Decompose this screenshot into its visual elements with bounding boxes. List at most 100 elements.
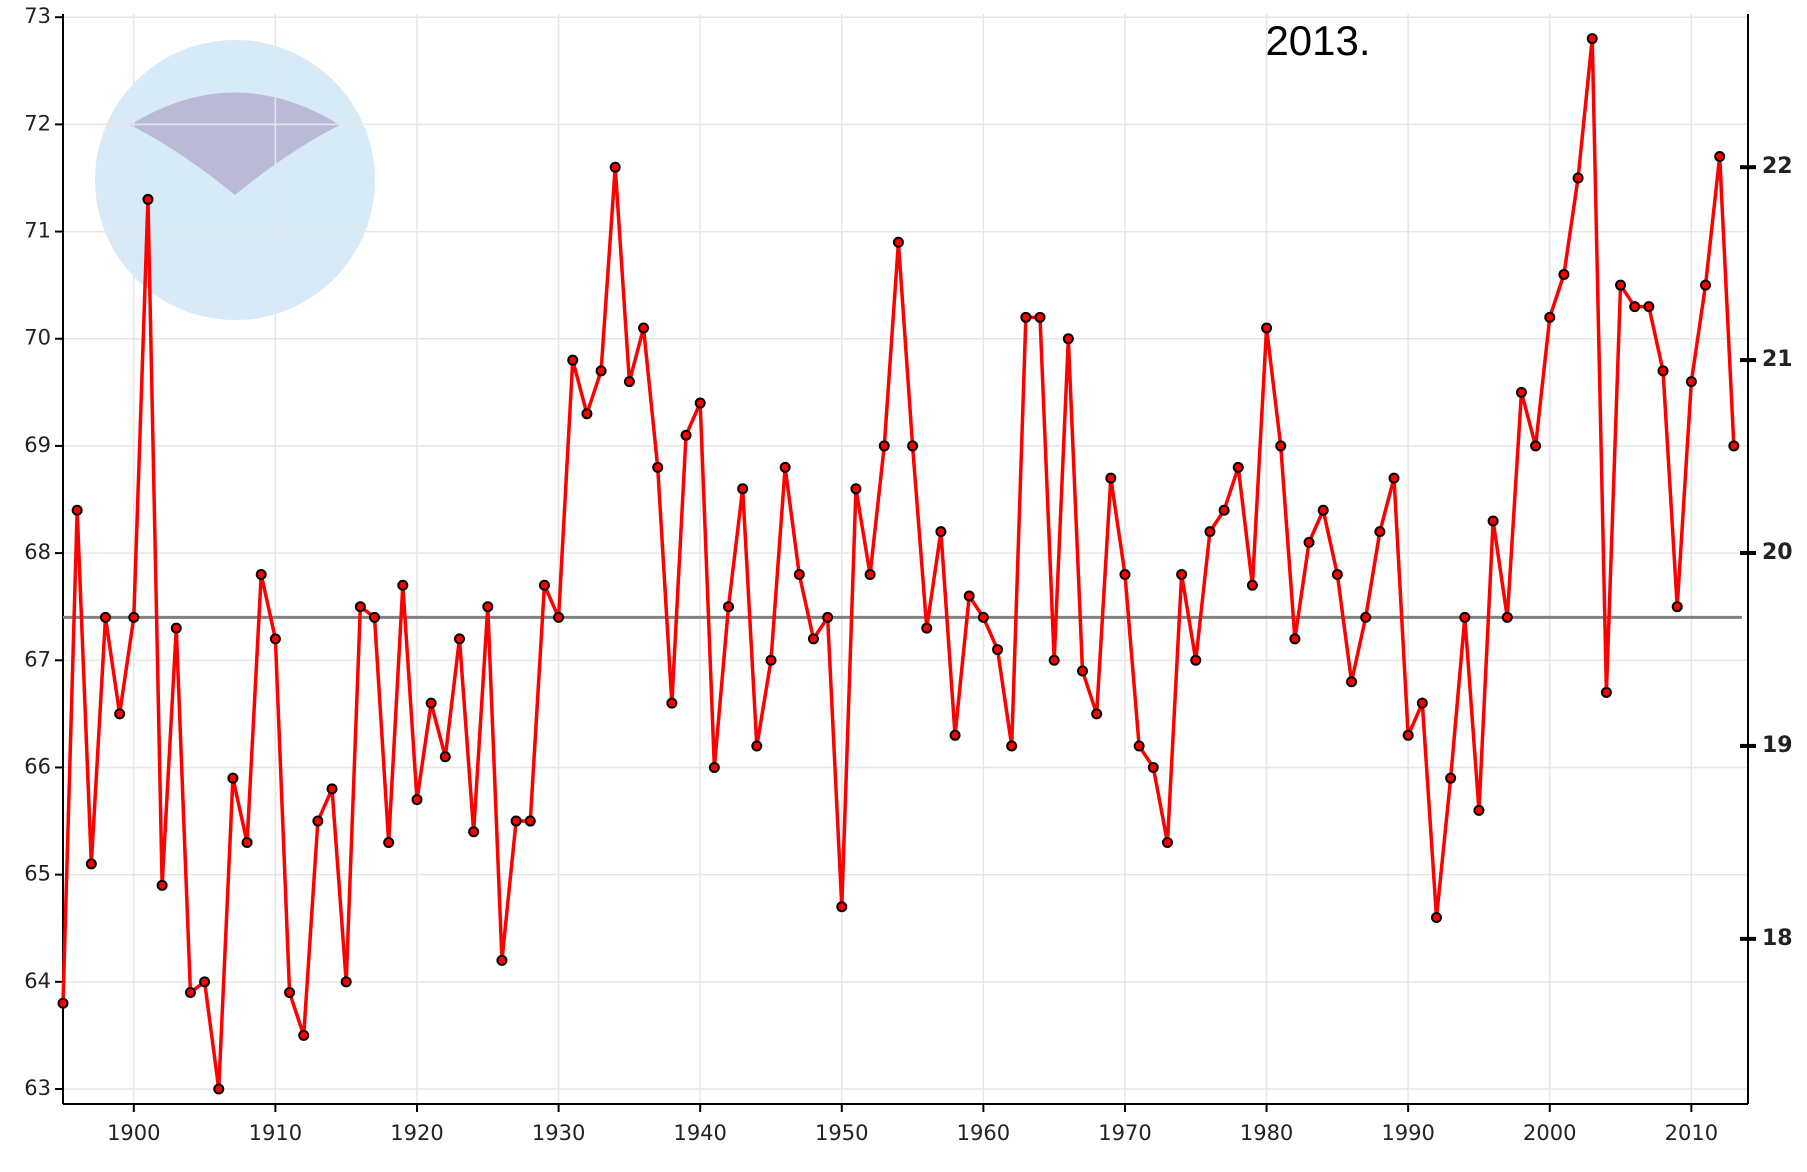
data-point: [567, 354, 579, 366]
data-point: [921, 622, 933, 634]
data-point: [510, 815, 522, 827]
data-point: [1473, 804, 1485, 816]
y-tick-label: 66: [24, 754, 51, 778]
data-point: [1232, 461, 1244, 473]
x-tick-label: 1960: [957, 1121, 1010, 1145]
data-point: [1275, 440, 1287, 452]
y-tick-label: 72: [24, 111, 51, 135]
y-tick-label: 69: [24, 433, 51, 457]
data-point: [1374, 526, 1386, 538]
data-point: [1586, 33, 1598, 45]
data-point: [581, 408, 593, 420]
data-point: [1388, 472, 1400, 484]
data-point: [1728, 440, 1740, 452]
x-tick-label: 2010: [1665, 1121, 1718, 1145]
data-point: [694, 397, 706, 409]
data-point: [255, 569, 267, 581]
data-point: [1558, 268, 1570, 280]
data-point: [156, 879, 168, 891]
data-point: [1416, 697, 1428, 709]
data-point: [439, 751, 451, 763]
data-point: [1147, 761, 1159, 773]
data-point: [468, 826, 480, 838]
data-point: [1487, 515, 1499, 527]
y2-tick-label: 21: [1762, 347, 1793, 372]
x-tick-label: 1950: [815, 1121, 868, 1145]
data-point: [1700, 279, 1712, 291]
data-point: [1572, 172, 1584, 184]
data-point: [1176, 569, 1188, 581]
data-point: [1076, 665, 1088, 677]
x-tick-label: 2000: [1523, 1121, 1576, 1145]
data-point: [1530, 440, 1542, 452]
data-point: [1105, 472, 1117, 484]
x-tick-label: 1990: [1381, 1121, 1434, 1145]
data-point: [553, 611, 565, 623]
data-point: [595, 365, 607, 377]
data-point: [1119, 569, 1131, 581]
data-point: [227, 772, 239, 784]
data-point: [680, 429, 692, 441]
data-point: [666, 697, 678, 709]
data-point: [1246, 579, 1258, 591]
y2-tick-label: 20: [1762, 540, 1793, 565]
data-point: [57, 997, 69, 1009]
data-point: [977, 611, 989, 623]
data-point: [1459, 611, 1471, 623]
data-point: [638, 322, 650, 334]
y-tick-label: 67: [24, 647, 51, 671]
data-point: [312, 815, 324, 827]
y-tick-label: 64: [24, 969, 51, 993]
data-point: [340, 976, 352, 988]
y-tick-label: 68: [24, 540, 51, 564]
data-point: [992, 644, 1004, 656]
y-tick-label: 71: [24, 219, 51, 243]
data-point: [1317, 504, 1329, 516]
data-point: [1020, 311, 1032, 323]
y-tick-label: 63: [24, 1076, 51, 1100]
y-tick-label: 73: [24, 4, 51, 28]
data-point: [1048, 654, 1060, 666]
data-point: [538, 579, 550, 591]
data-point: [1346, 676, 1358, 688]
watermark-logo: [95, 40, 375, 320]
data-point: [1289, 633, 1301, 645]
data-point: [864, 569, 876, 581]
data-point: [1204, 526, 1216, 538]
data-point: [1261, 322, 1273, 334]
data-point: [963, 590, 975, 602]
data-point: [935, 526, 947, 538]
data-point: [836, 901, 848, 913]
data-point: [1360, 611, 1372, 623]
data-point: [779, 461, 791, 473]
x-tick-label: 1910: [249, 1121, 302, 1145]
data-point: [1685, 376, 1697, 388]
data-point: [892, 236, 904, 248]
x-tick-label: 1940: [673, 1121, 726, 1145]
data-point: [737, 483, 749, 495]
data-point: [1190, 654, 1202, 666]
data-point: [128, 611, 140, 623]
data-point: [1303, 536, 1315, 548]
y-tick-label: 65: [24, 862, 51, 886]
data-point: [326, 783, 338, 795]
data-point: [723, 601, 735, 613]
data-point: [354, 601, 366, 613]
data-point: [496, 954, 508, 966]
data-point: [482, 601, 494, 613]
data-point: [1714, 151, 1726, 163]
y2-tick-label: 19: [1762, 733, 1793, 758]
y2-tick-label: 22: [1762, 154, 1793, 179]
data-point: [1161, 836, 1173, 848]
data-point: [652, 461, 664, 473]
data-point: [184, 987, 196, 999]
x-tick-label: 1970: [1098, 1121, 1151, 1145]
data-point: [269, 633, 281, 645]
data-point: [383, 836, 395, 848]
data-point: [85, 858, 97, 870]
data-point: [623, 376, 635, 388]
data-point: [369, 611, 381, 623]
data-point: [1218, 504, 1230, 516]
